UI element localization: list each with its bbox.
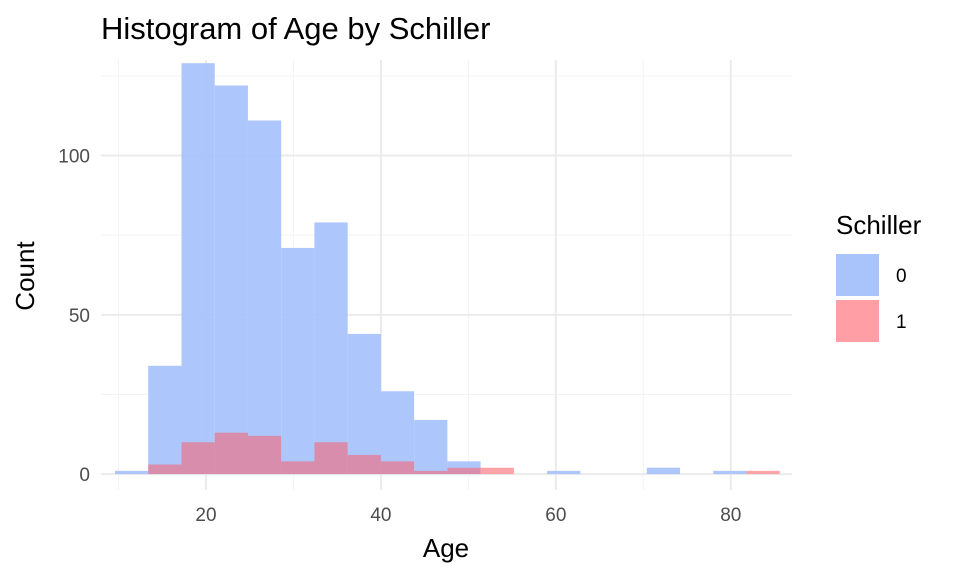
bar-series-0 — [314, 222, 348, 475]
bar-series-1 — [414, 470, 448, 475]
bar-series-0 — [414, 419, 448, 475]
legend-key-1 — [836, 300, 879, 342]
bar-series-1 — [380, 461, 415, 475]
bar-series-0 — [247, 120, 282, 475]
y-axis-ticks: 0 50 100 — [58, 147, 90, 487]
bar-series-1 — [314, 442, 348, 475]
bar-series-0 — [148, 365, 182, 475]
x-axis-title: Age — [423, 533, 469, 563]
bar-series-0 — [181, 63, 215, 475]
bar-series-0 — [347, 333, 381, 475]
legend-label-1: 1 — [896, 312, 907, 333]
legend-key-0 — [836, 254, 879, 296]
bar-series-0 — [547, 470, 581, 475]
x-tick-label: 80 — [720, 505, 741, 526]
y-tick-label: 100 — [58, 147, 90, 168]
bar-series-1 — [447, 467, 481, 475]
bar-series-1 — [281, 461, 315, 475]
histogram-bars — [114, 63, 780, 475]
bar-series-0 — [713, 470, 747, 475]
legend-title: Schiller — [836, 210, 922, 240]
bar-series-1 — [247, 435, 282, 475]
bar-series-1 — [347, 454, 381, 475]
chart-title: Histogram of Age by Schiller — [101, 11, 490, 46]
bar-series-1 — [148, 464, 182, 475]
x-tick-label: 20 — [195, 505, 216, 526]
bar-series-1 — [181, 442, 215, 475]
x-tick-label: 40 — [370, 505, 391, 526]
bar-series-1 — [746, 470, 780, 475]
bar-series-0 — [380, 391, 415, 475]
x-axis-ticks: 20 40 60 80 — [195, 505, 741, 526]
y-axis-title: Count — [10, 241, 40, 311]
bar-series-0 — [114, 470, 149, 475]
bar-series-0 — [214, 85, 248, 475]
bar-series-1 — [214, 432, 248, 475]
x-tick-label: 60 — [545, 505, 566, 526]
legend: Schiller 0 1 — [836, 210, 922, 342]
legend-label-0: 0 — [896, 266, 907, 287]
bar-series-0 — [281, 247, 315, 475]
y-tick-label: 50 — [69, 306, 90, 327]
bar-series-0 — [646, 467, 681, 475]
y-tick-label: 0 — [79, 465, 90, 486]
bar-series-1 — [480, 467, 514, 475]
